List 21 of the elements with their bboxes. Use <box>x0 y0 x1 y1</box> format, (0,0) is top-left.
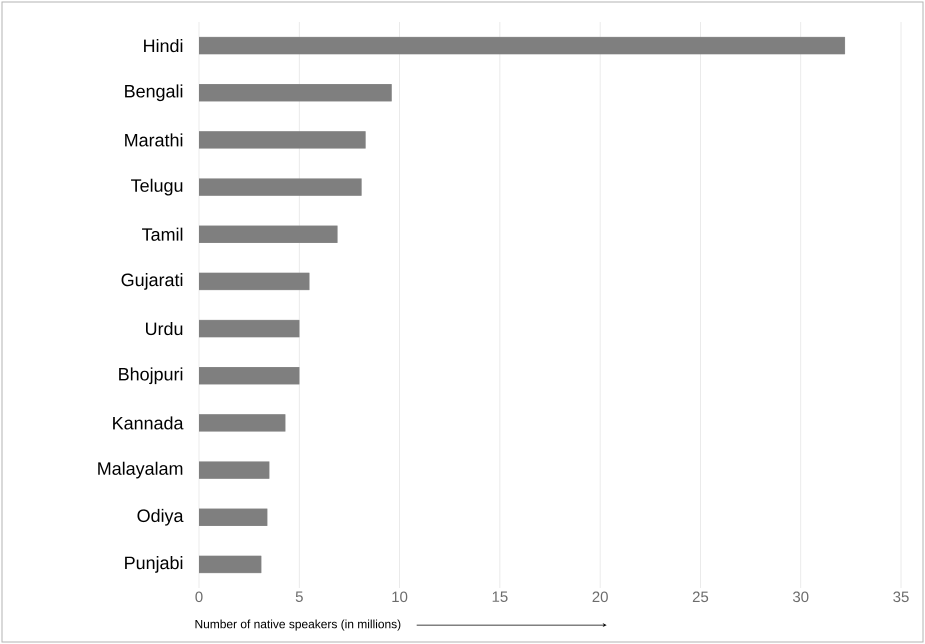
x-axis-title: Number of native speakers (in millions) <box>196 620 400 631</box>
x-tick-label: 30 <box>792 592 808 602</box>
y-tick-label: Punjabi <box>125 556 182 573</box>
x-tick-label: 10 <box>392 592 408 602</box>
y-tick-label: Odiya <box>137 508 184 526</box>
y-tick-label: Urdu <box>146 322 182 336</box>
y-tick-label: Marathi <box>125 133 182 146</box>
x-tick-label: 15 <box>492 592 508 602</box>
x-tick-label: 35 <box>893 592 909 602</box>
y-tick-label: Kannada <box>113 416 184 430</box>
x-tick-label: 0 <box>195 592 203 602</box>
y-tick-label: Hindi <box>144 38 182 52</box>
y-tick-label: Malayalam <box>98 462 182 478</box>
y-tick-label: Telugu <box>131 178 182 196</box>
y-tick-label: Bengali <box>125 84 182 102</box>
x-tick-label: 25 <box>692 592 708 602</box>
x-tick-label: 20 <box>592 592 608 602</box>
y-tick-label: Gujarati <box>122 273 182 290</box>
y-tick-label: Tamil <box>142 228 182 241</box>
y-tick-label: Bhojpuri <box>119 367 182 384</box>
x-tick-label: 5 <box>296 592 303 602</box>
